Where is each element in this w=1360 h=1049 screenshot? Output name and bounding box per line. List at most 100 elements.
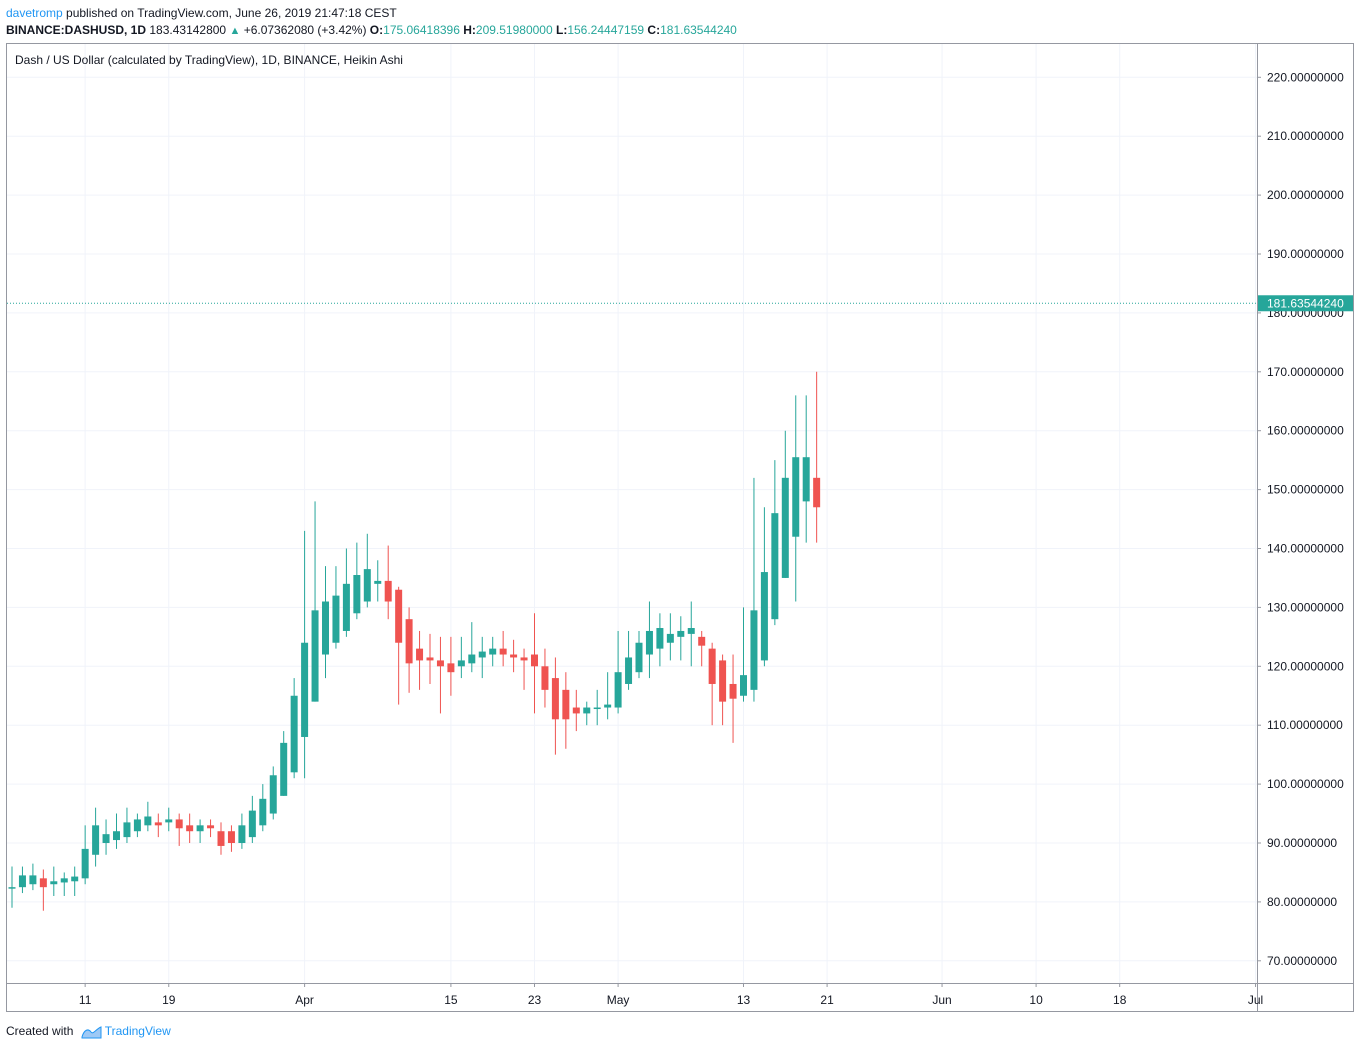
candle-body [154,822,162,826]
candle-body [39,878,47,888]
x-tick-label: Apr [295,993,314,1007]
tradingview-logo-icon [81,1026,102,1039]
candle-body [8,887,16,889]
candle-body [572,707,580,714]
low-label: L: [556,23,568,37]
candle-body [416,648,424,661]
y-tick-label: 80.00000000 [1267,895,1337,909]
candle-body [92,825,100,855]
y-tick-label: 70.00000000 [1267,954,1337,968]
y-tick-label: 220.00000000 [1267,70,1344,84]
candle-body [29,875,37,885]
series-legend: Dash / US Dollar (calculated by TradingV… [15,53,403,67]
candle-body [478,651,486,658]
candle-body [123,822,131,838]
y-tick-label: 190.00000000 [1267,247,1344,261]
candle-body [520,657,528,661]
candle-body [447,663,455,673]
candle-body [384,580,392,602]
candle-body [196,825,204,832]
candle-body [395,589,403,643]
candle-body [71,876,79,882]
y-tick-label: 110.00000000 [1267,718,1343,732]
high-value: 209.51980000 [475,23,553,37]
candle-body [729,683,737,699]
candle-body [436,660,444,667]
candle-body [687,628,695,634]
candle-body [81,848,89,879]
x-tick-label: 11 [79,993,92,1007]
x-tick-label: 18 [1113,993,1127,1007]
publish-info: davetromp published on TradingView.com, … [6,5,397,21]
candle-body [813,477,821,508]
x-tick-label: Jun [932,993,951,1007]
up-arrow-icon: ▲ [229,25,241,37]
x-tick-label: 15 [444,993,458,1007]
x-tick-label: 10 [1029,993,1043,1007]
symbol-label: BINANCE:DASHUSD, 1D [6,23,147,37]
candle-body [781,477,789,578]
x-tick-label: 13 [737,993,751,1007]
high-label: H: [463,23,476,37]
author-link[interactable]: davetromp [6,6,63,20]
candle-body [551,678,559,720]
candle-body [342,583,350,631]
price-change: +6.07362080 (+3.42%) [243,23,367,37]
created-with-text: Created with [6,1024,74,1038]
candle-body [322,601,329,655]
candle-body [510,654,518,658]
candle-body [238,825,246,843]
candle-body [290,695,298,773]
candle-body [708,648,716,684]
x-tick-label: Jul [1248,993,1263,1007]
tradingview-brand-link[interactable]: TradingView [104,1024,171,1038]
candle-body [426,657,434,661]
x-tick-label: May [607,993,630,1007]
candle-body [677,630,685,637]
candle-body [604,704,612,708]
candle-body [656,628,664,649]
candle-body [113,831,120,841]
candle-body [760,572,768,661]
candle-body [50,881,58,885]
candle-body [468,654,476,664]
published-text: published on TradingView.com, June 26, 2… [62,6,397,20]
candle-body [771,513,779,620]
candle-body [227,831,235,843]
y-tick-label: 140.00000000 [1267,542,1344,556]
candle-body [175,819,183,829]
x-tick-label: 23 [528,993,542,1007]
candle-body [133,819,141,832]
candle-body [645,630,653,655]
x-tick-label: 21 [820,993,834,1007]
last-price: 183.43142800 [149,23,227,37]
candle-body [593,707,601,710]
candle-body [269,775,277,814]
candle-body [405,619,413,664]
candle-body [614,672,622,708]
candle-body [18,875,26,888]
y-tick-label: 210.00000000 [1267,129,1344,143]
y-tick-label: 160.00000000 [1267,424,1344,438]
y-tick-label: 120.00000000 [1267,659,1344,673]
last-price-badge [1258,295,1354,312]
y-tick-label: 130.00000000 [1267,600,1344,614]
candle-body [531,654,538,667]
close-value: 181.63544240 [660,23,737,37]
candle-body [698,636,706,646]
y-tick-label: 200.00000000 [1267,188,1344,202]
candle-body [666,633,674,643]
close-label: C: [647,23,661,37]
candle-body [186,825,194,832]
candle-body [562,689,570,720]
candle-body [374,580,382,584]
low-value: 156.24447159 [567,23,645,37]
candle-body [311,610,319,702]
last-price-label: 181.63544240 [1267,296,1344,310]
candle-body [625,657,633,684]
candle-body [207,825,215,829]
y-tick-label: 100.00000000 [1267,777,1344,791]
candle-body [332,595,340,643]
candle-body [60,878,68,883]
